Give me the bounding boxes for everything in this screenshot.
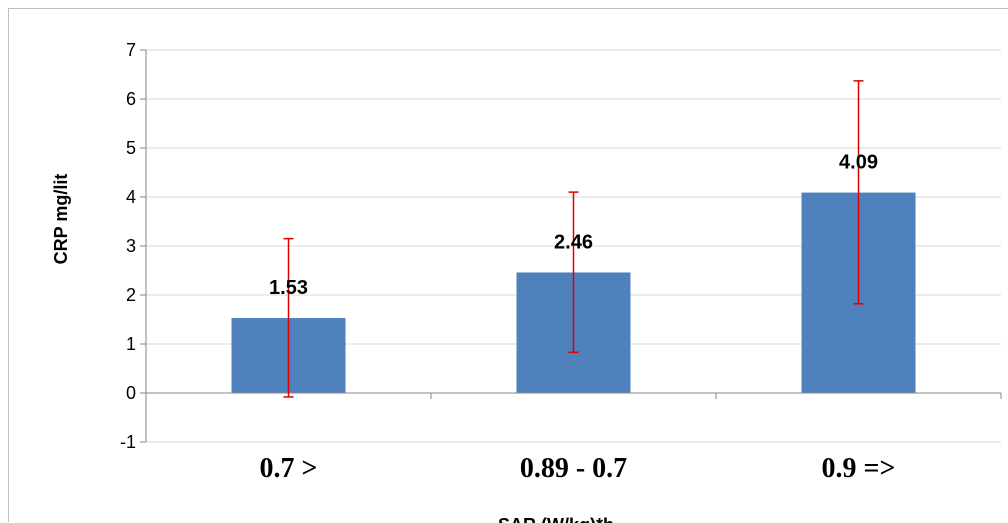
data-label: 2.46 xyxy=(554,231,593,253)
y-tick-label: 7 xyxy=(126,40,136,60)
y-tick-label: 1 xyxy=(126,334,136,354)
y-tick-label: -1 xyxy=(120,432,136,452)
data-label: 4.09 xyxy=(839,152,878,174)
x-category-label: 0.89 - 0.7 xyxy=(520,453,627,484)
y-tick-label: 0 xyxy=(126,383,136,403)
y-tick-label: 5 xyxy=(126,138,136,158)
y-tick-label: 3 xyxy=(126,236,136,256)
x-category-label: 0.7 > xyxy=(260,453,318,484)
labels: -1 0 1 2 3 4 5 6 7 1.53 2.46 4.09 0.7 > 0.89 - 0.7 0.9… xyxy=(120,40,895,484)
x-category-label: 0.9 => xyxy=(822,453,896,484)
x-axis-title: SAR (W/kg)*h xyxy=(498,515,614,523)
error-bars xyxy=(283,80,864,398)
chart-frame: -1 0 1 2 3 4 5 6 7 1.53 2.46 4.09 0.7 > 0.89 - 0.7 0.9… xyxy=(8,8,1008,523)
y-tick-label: 2 xyxy=(126,285,136,305)
y-axis-title: CRP mg/lit xyxy=(51,174,71,265)
y-tick-label: 6 xyxy=(126,89,136,109)
y-tick-label: 4 xyxy=(126,187,136,207)
bar-chart: -1 0 1 2 3 4 5 6 7 1.53 2.46 4.09 0.7 > 0.89 - 0.7 0.9… xyxy=(51,40,1002,523)
data-label: 1.53 xyxy=(269,277,308,299)
